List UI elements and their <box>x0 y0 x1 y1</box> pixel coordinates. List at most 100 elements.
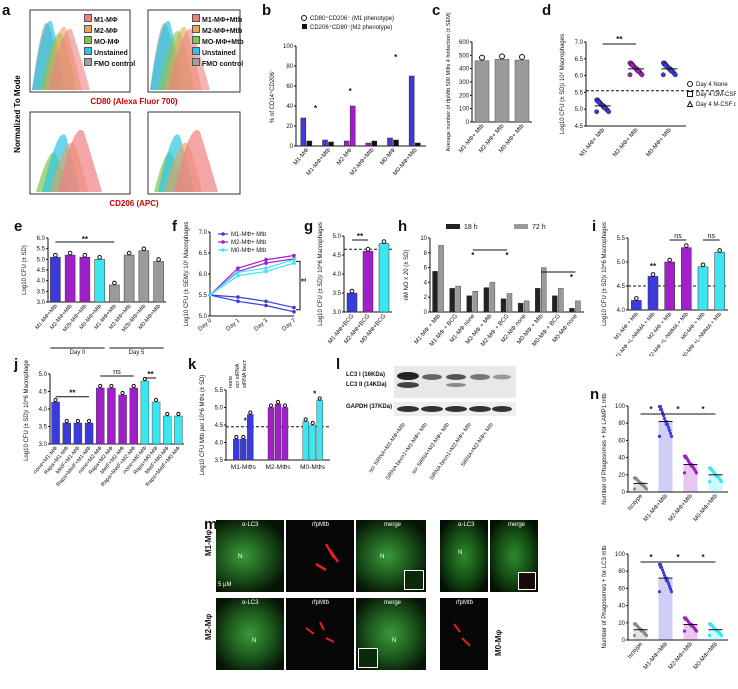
legend-label: M0-MΦ+ Mtb <box>231 248 267 254</box>
data-point <box>669 590 674 594</box>
y-tick-label: 4.5 <box>333 253 342 259</box>
flow-legend-item: M2-MΦ <box>84 25 135 36</box>
data-point <box>264 266 268 270</box>
data-point <box>165 411 170 417</box>
y-tick-label: 3.5 <box>39 425 48 431</box>
data-point <box>53 252 58 258</box>
flow-legend-swatch <box>192 14 200 22</box>
data-point <box>303 417 308 422</box>
series-line <box>209 262 295 296</box>
bar <box>151 401 161 445</box>
flow-legend-item: M2-MΦ+Mtb <box>192 25 244 36</box>
bar <box>438 245 444 313</box>
y-tick-label: 5.0 <box>39 372 48 378</box>
axes-group: 3.5 4.0 4.5 5.0 5.5 Log10 CFU Mtb per 10^6 MΦ… <box>200 375 330 476</box>
flow-legend-swatch <box>84 36 92 44</box>
flow-legend-label: Unstained <box>94 50 128 57</box>
flow-legend-label: M2-MΦ+Mtb <box>202 28 243 35</box>
data-point <box>53 397 58 403</box>
axes-group: 4.5 5.0 5.5 6.0 6.5 7.0 Log10 CFU (± SD)/ 10⁶ … <box>559 34 686 134</box>
legend-marker <box>301 15 307 21</box>
chart-i: 4.0 4.5 5.0 5.5 Log10 CFU (± SD)/ 10^6 Macro… <box>602 222 728 356</box>
group-label: Day 5 <box>129 350 145 356</box>
data-point <box>707 633 712 638</box>
x-tick-label: Isotype <box>627 641 644 660</box>
bar <box>658 578 673 640</box>
legend-label: 18 h <box>464 224 478 231</box>
y-tick-label: 5.5 <box>199 293 208 299</box>
panel-label-m: m <box>204 516 218 533</box>
flow-legend-label: M1-MΦ+Mtb <box>202 17 243 24</box>
micro-m0-lc3: α-LC3 N <box>440 520 488 592</box>
data-point <box>98 383 103 389</box>
bar <box>62 422 71 445</box>
data-point <box>661 571 666 575</box>
y-tick-label: 6.5 <box>199 251 208 257</box>
data-point <box>292 253 296 258</box>
bar <box>633 629 648 640</box>
y-axis-label: Log10 CFU Mtb per 10^6 MΦs (± SD) <box>200 375 206 476</box>
data-point <box>499 53 505 60</box>
micro-row-m1: M1-Mφ <box>204 529 213 556</box>
y-tick-label: 6.0 <box>575 74 584 80</box>
data-point <box>667 584 672 588</box>
flow-legend-label: FMO control <box>202 61 244 68</box>
y-tick-label: 5.0 <box>37 257 46 263</box>
data-point <box>719 633 724 638</box>
x-tick-label: M0-MΦs <box>300 464 326 471</box>
flow-legend-label: Unstained <box>202 50 236 57</box>
data-point <box>668 431 673 435</box>
data-point <box>596 99 602 105</box>
x-tick-label: M2-MΦ <box>336 147 354 166</box>
data-point <box>662 416 667 421</box>
axes-group: 3.0 3.5 4.0 4.5 5.0 Log10 CFU (± SD)/ 10^6 Ma… <box>24 360 184 461</box>
y-tick-label: 4.5 <box>39 390 48 396</box>
bar <box>107 387 116 445</box>
bar <box>378 243 390 313</box>
flow-cd80-label: CD80 (Alexa Fluor 700) <box>90 97 177 106</box>
bar <box>50 256 61 303</box>
y-tick-label: 7.0 <box>575 40 584 46</box>
chart-c: 0 100 200 300 400 500 600 Average number of rfp… <box>446 12 532 154</box>
data-point <box>683 617 688 621</box>
bar <box>123 254 135 303</box>
flow-legend-label: MO-MΦ <box>94 39 120 46</box>
data-point <box>694 629 699 633</box>
annotation: * <box>394 53 398 62</box>
bar <box>316 400 323 461</box>
data-point <box>310 420 315 426</box>
data-point <box>282 403 288 408</box>
flow-legend-item: MO-MΦ+Mtb <box>192 36 244 47</box>
data-point <box>682 471 687 475</box>
data-point <box>664 579 669 583</box>
data-point <box>112 280 117 286</box>
panel-label-j: j <box>14 356 19 373</box>
micro-m1-lc3: α-LC3 N 5 µM <box>216 520 284 592</box>
y-tick-label: 80 <box>618 569 625 575</box>
flow-legend-swatch <box>192 58 200 66</box>
y-tick-label: 4.5 <box>575 124 584 130</box>
x-tick-label: M1-MΦ+Mtb <box>643 493 670 523</box>
x-tick-label: M2-MΦ+Mtb <box>668 493 695 523</box>
data-point <box>606 109 612 115</box>
data-point <box>67 250 73 256</box>
bar <box>631 300 642 311</box>
data-point <box>120 390 125 396</box>
series-line <box>209 259 295 296</box>
x-tick-label: Day 3 <box>253 318 269 333</box>
panel-label-f: f <box>172 218 177 235</box>
data-point <box>317 396 322 401</box>
legend-label: Day 4 None <box>696 82 728 88</box>
legend-label: Day 4 GM-CSF driven <box>696 92 736 98</box>
data-point <box>689 464 694 468</box>
y-axis-label: Log10 CFU (± SD) <box>22 245 28 295</box>
bar <box>51 401 60 445</box>
bar <box>300 117 307 147</box>
flow-legend-label: M2-MΦ <box>94 28 118 35</box>
bar <box>472 291 478 313</box>
y-tick-label: 200 <box>459 93 470 99</box>
flow-legend-item: FMO control <box>192 58 244 69</box>
bar <box>708 629 723 640</box>
bar <box>109 284 120 303</box>
annotation: * <box>676 553 680 562</box>
